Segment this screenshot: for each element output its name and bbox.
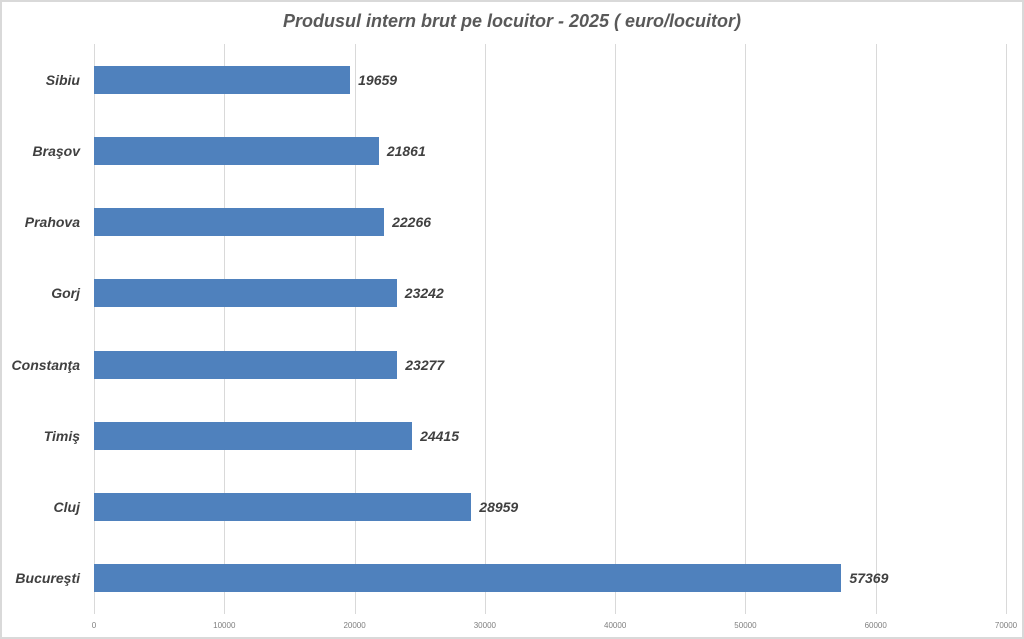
category-label: Prahova xyxy=(24,214,80,231)
gridline xyxy=(354,44,356,614)
bar: 19659 xyxy=(94,65,397,94)
gridline xyxy=(615,44,617,614)
bar-row: Timiş 24415 xyxy=(44,400,1006,471)
bar-row: Cluj 28959 xyxy=(54,472,1006,543)
gridline xyxy=(745,44,747,614)
gridline xyxy=(875,44,877,614)
gridline xyxy=(484,44,486,614)
gridline xyxy=(1006,44,1007,614)
value-label: 21861 xyxy=(386,142,426,159)
bar-row: Braşov 21861 xyxy=(33,115,1006,186)
bar-row: Constanţa 23277 xyxy=(12,329,1006,400)
value-label: 23242 xyxy=(404,285,444,302)
value-label: 28959 xyxy=(479,499,519,516)
bar: 57369 xyxy=(94,564,888,593)
x-tick-label: 20000 xyxy=(343,621,366,630)
category-label: Gorj xyxy=(51,285,80,302)
bar: 22266 xyxy=(94,208,431,237)
x-tick-label: 60000 xyxy=(864,621,887,630)
value-label: 19659 xyxy=(358,71,398,88)
x-tick-label: 50000 xyxy=(734,621,757,630)
category-label: Timiş xyxy=(43,427,80,444)
bar: 23242 xyxy=(94,279,444,308)
gridline xyxy=(94,44,95,614)
x-tick-label: 30000 xyxy=(473,621,496,630)
bar: 28959 xyxy=(94,493,518,522)
bar: 24415 xyxy=(94,421,459,450)
value-label: 22266 xyxy=(392,214,432,231)
category-label: Sibiu xyxy=(45,71,80,88)
plot-area: Sibiu 19659 Braşov 21861 Prahova 22266 Gorj 232… xyxy=(12,44,1007,614)
category-label: Braşov xyxy=(32,142,80,159)
chart-title: Produsul intern brut pe locuitor - 2025 … xyxy=(282,11,742,31)
gridline xyxy=(224,44,226,614)
x-tick-label: 0 xyxy=(91,621,97,630)
bar-row: Bucureşti 57369 xyxy=(15,543,1006,614)
x-tick-label: 40000 xyxy=(604,621,627,630)
category-label: Cluj xyxy=(53,499,80,516)
bar-row: Prahova 22266 xyxy=(25,187,1006,258)
value-label: 57369 xyxy=(849,570,889,587)
value-label: 24415 xyxy=(420,427,460,444)
bar: 23277 xyxy=(94,350,444,379)
bar-row: Gorj 23242 xyxy=(51,258,1006,329)
x-axis: 0 10000 20000 30000 40000 50000 60000 70000 xyxy=(91,619,1017,635)
bar: 21861 xyxy=(94,136,426,165)
value-label: 23277 xyxy=(405,356,445,373)
x-tick-label: 10000 xyxy=(213,621,236,630)
category-label: Constanţa xyxy=(11,356,80,373)
x-tick-label: 70000 xyxy=(994,621,1018,630)
bar-row: Sibiu 19659 xyxy=(46,44,1006,115)
category-label: Bucureşti xyxy=(15,570,80,587)
